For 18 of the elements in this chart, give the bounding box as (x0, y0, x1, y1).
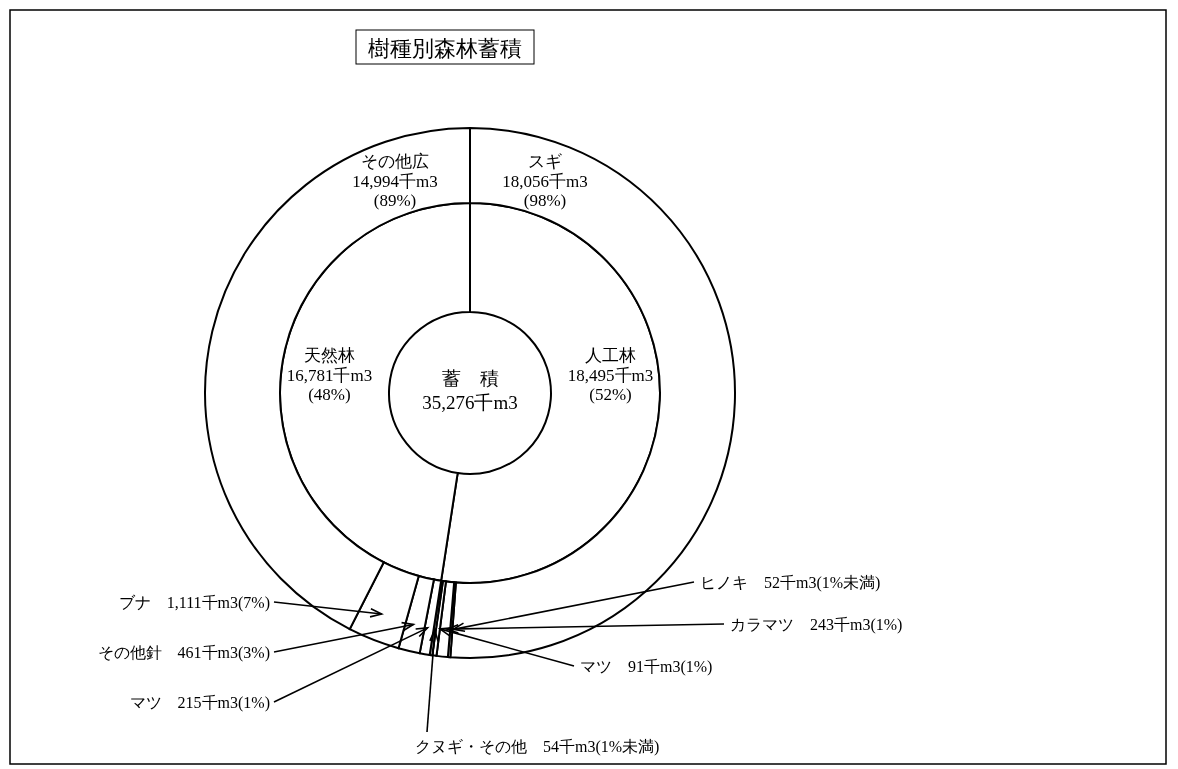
data-label: 18,495千m3 (52%) (567, 365, 654, 405)
slice-label: スギ (528, 152, 562, 171)
slice-label: ブナ 1,111千m3(7%) (118, 594, 270, 612)
slice-label: クヌギ・その他 54千m3(1%未満) (415, 738, 660, 756)
slice-label: カラマツ 243千m3(1%) (730, 616, 903, 634)
slice-label: 人工林 (585, 346, 637, 365)
slice-label: その他針 461千m3(3%) (97, 644, 270, 662)
slice-label: ヒノキ 52千m3(1%未満) (700, 574, 881, 592)
slice-label: 天然林 (303, 346, 355, 365)
slice-label: マツ 215千m3(1%) (129, 694, 270, 712)
data-label: 16,781千m3 (48%) (286, 365, 373, 405)
text: 蓄 積 (441, 368, 499, 389)
data-label: 14,994千m3 (89%) (352, 171, 438, 211)
data-label: 18,056千m3 (98%) (502, 171, 588, 211)
chart-title: 樹種別森林蓄積 (368, 36, 522, 61)
text: 35,276千m3 (422, 392, 518, 413)
slice-label: マツ 91千m3(1%) (580, 658, 713, 676)
slice-label: その他広 (361, 152, 429, 171)
